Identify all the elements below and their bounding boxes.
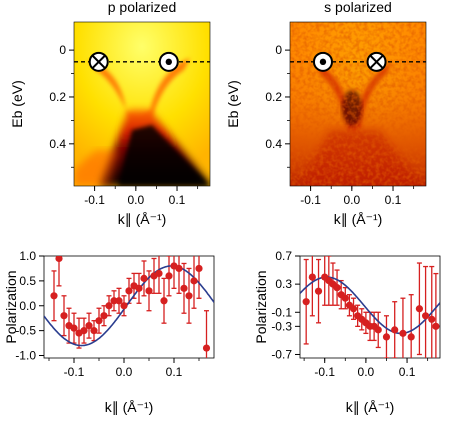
circle-dot-marker-icon [158,51,179,72]
y-tick-label: -0.5 [15,324,36,338]
y-tick-label: 1.0 [19,249,36,263]
data-point [202,344,211,352]
data-point [382,333,391,341]
heatmap-s-image [290,22,426,186]
data-point [100,312,108,320]
y-tick-label: -0.1 [271,305,292,319]
data-point [50,292,58,300]
data-point [374,326,382,334]
x-tick-label: 0.1 [385,193,402,207]
panel-d-frame [299,255,441,359]
y-tick-label: 0.2 [49,90,66,104]
data-point [95,317,103,325]
panel-b-xlabel: k∥ (Å⁻¹) [334,211,383,227]
data-point [421,312,430,320]
y-tick-label: 0.5 [19,274,36,288]
heatmap-s-polarized: s polarized -0.1 0.0 0.1 0 0.2 0.4 k∥ (Å⁻¹) E… [225,0,427,227]
x-tick-label: 0.0 [116,365,133,379]
data-point [105,302,113,310]
data-point [70,324,78,332]
data-point [60,312,68,320]
panel-b-title: s polarized [324,0,392,15]
y-tick-label: 0.4 [265,137,282,151]
x-tick-label: -0.1 [314,365,335,379]
heatmap-p-polarized: p polarized -0.1 0.0 0.1 0 0.2 0.4 k∥ (Å⁻¹) E… [9,0,211,227]
x-tick-label: -0.1 [300,193,321,207]
data-point [432,322,440,330]
x-tick-label: 0.0 [343,193,360,207]
data-point [185,292,193,300]
circle-dot-marker-icon [312,51,333,72]
heatmap-p-image [74,22,210,186]
data-point [391,326,399,334]
x-tick-label: 0.1 [169,193,186,207]
data-point [80,327,88,335]
data-point [302,298,310,306]
y-tick-label: -0.7 [271,347,292,361]
data-point [428,315,436,323]
y-tick-label: 0.4 [49,137,66,151]
panel-c-ylabel: Polarization [3,270,19,343]
x-tick-label: 0.0 [127,193,144,207]
panel-d-ylabel: Polarization [253,270,269,343]
y-tick-label: -0.3 [271,319,292,333]
panel-a-xlabel: k∥ (Å⁻¹) [118,211,167,227]
y-tick-label: 0 [275,43,282,57]
data-point [349,305,358,313]
x-tick-label: -0.1 [84,193,105,207]
x-tick-label: 0.1 [399,365,416,379]
data-point [120,302,128,310]
panel-c-frame [43,255,215,359]
polarization-plot-p: -0.1 0.0 0.1 1.0 0.5 0.0 -0.5 -1.0 k∥ (Å⁻¹) Pol… [3,249,215,415]
data-point [55,256,63,263]
y-tick-label: 0.2 [265,90,282,104]
data-point [85,322,93,330]
circle-cross-marker-icon [88,51,109,72]
data-point [308,273,316,281]
data-point [407,333,415,341]
data-point [115,297,123,305]
panel-a-title: p polarized [108,0,177,15]
x-tick-label: -0.1 [64,365,85,379]
data-point [155,269,163,278]
data-point [333,284,341,292]
y-tick-label: 0 [59,43,66,57]
data-point [90,327,98,335]
circle-cross-marker-icon [366,51,387,72]
panel-d-xlabel: k∥ (Å⁻¹) [346,399,395,415]
panel-a-ylabel: Eb (eV) [9,80,25,127]
polarization-plot-s: -0.1 0.0 0.10.70.3-0.1-0.3-0.7 k∥ (Å⁻¹) Po… [253,249,441,415]
data-point [341,294,349,302]
data-point [314,287,323,295]
data-point [175,264,183,273]
y-tick-label: 0.7 [275,249,292,263]
data-point [399,329,407,337]
data-point [140,274,148,282]
x-tick-label: 0.0 [358,365,375,379]
data-point [180,284,188,292]
data-point [135,284,143,292]
panel-c-xlabel: k∥ (Å⁻¹) [105,399,154,415]
data-point [195,264,203,273]
data-point [190,277,198,285]
y-tick-label: 0.0 [19,299,36,313]
data-point [145,287,153,295]
data-point [415,305,424,313]
y-tick-label: -1.0 [15,349,36,363]
data-point [110,297,118,305]
data-point [125,287,133,295]
y-tick-label: 0.3 [275,277,292,291]
data-point [160,297,168,305]
panel-b-ylabel: Eb (eV) [225,80,241,127]
x-tick-label: 0.1 [166,365,183,379]
data-point [165,272,173,280]
fit-curve [44,265,214,347]
